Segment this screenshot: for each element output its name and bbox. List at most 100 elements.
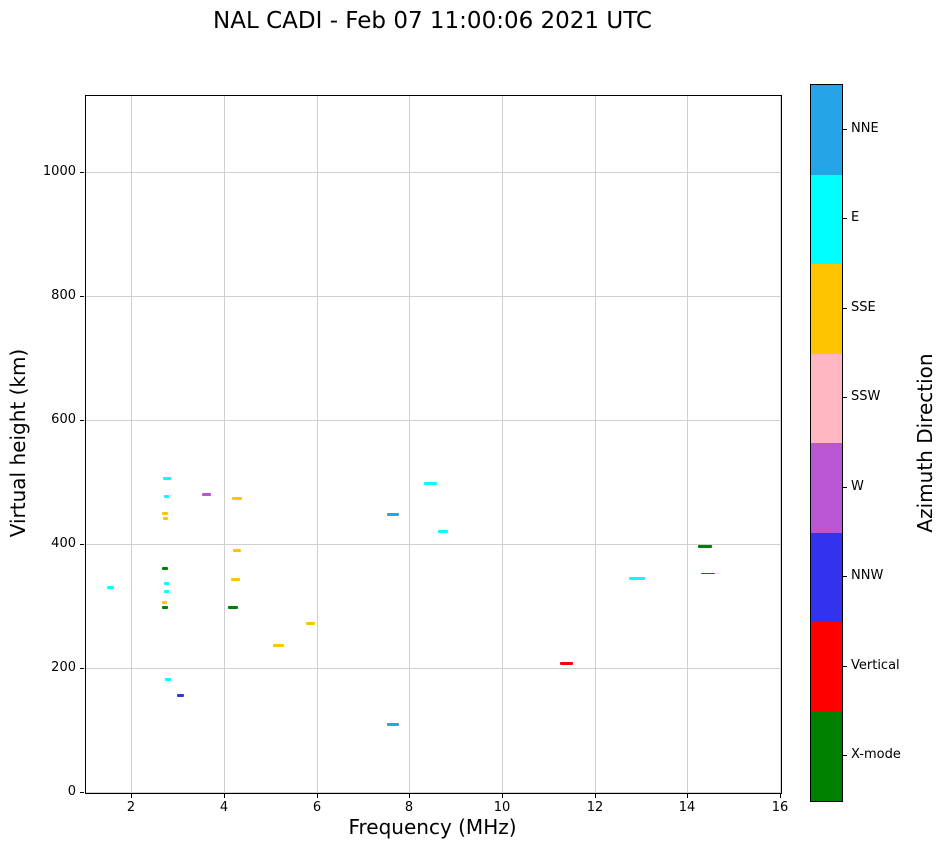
data-point [629,576,646,580]
data-point [272,643,284,647]
colorbar-tick-mark [843,487,847,488]
colorbar-tick-label: NNE [851,121,879,136]
data-point [162,567,169,571]
colorbar-tick-mark [843,308,847,309]
colorbar-segment-nne [811,85,842,175]
data-point [201,493,211,497]
colorbar-tick-label: Vertical [851,658,900,673]
x-tick-mark [595,794,596,798]
x-tick-label: 2 [126,800,136,815]
colorbar-tick-label: X-mode [851,747,901,762]
data-point [106,585,114,589]
x-tick-label: 16 [771,800,789,815]
y-tick-mark [80,420,84,421]
data-point [423,482,437,486]
data-point [305,621,315,625]
gridline-vertical [224,96,225,793]
gridline-horizontal [86,668,781,669]
colorbar-segment-vertical [811,622,842,712]
x-tick-label: 14 [678,800,696,815]
data-point [164,494,170,498]
colorbar-tick-label: SSE [851,300,876,315]
colorbar-tick-mark [843,666,847,667]
data-point [161,601,167,605]
x-tick-mark [502,794,503,798]
colorbar-tick-mark [843,755,847,756]
x-axis-label: Frequency (MHz) [348,815,517,839]
y-tick-mark [80,172,84,173]
data-point [162,606,169,610]
colorbar-tick-label: NNW [851,568,884,583]
y-tick-mark [80,296,84,297]
y-tick-label: 200 [51,660,76,675]
colorbar-segment-w [811,443,842,533]
colorbar-segment-ssw [811,353,842,443]
gridline-horizontal [86,296,781,297]
colorbar-segment-nnw [811,532,842,622]
x-tick-mark [409,794,410,798]
x-tick-label: 8 [404,800,414,815]
gridline-horizontal [86,792,781,793]
gridline-vertical [595,96,596,793]
data-point [177,693,185,697]
data-point [164,582,170,586]
data-point [697,544,712,548]
colorbar-segment-x-mode [811,711,842,801]
colorbar-tick-mark [843,397,847,398]
colorbar [810,84,843,802]
gridline-vertical [687,96,688,793]
y-tick-label: 1000 [42,164,76,179]
x-tick-label: 6 [312,800,322,815]
x-tick-mark [687,794,688,798]
data-point [162,517,168,521]
colorbar-segment-sse [811,264,842,354]
data-point [232,548,241,552]
colorbar-segment-e [811,174,842,264]
data-point [231,577,241,581]
colorbar-tick-mark [843,129,847,130]
gridline-horizontal [86,172,781,173]
gridline-horizontal [86,420,781,421]
data-point [438,530,449,534]
data-point [387,513,400,517]
y-tick-label: 400 [51,536,76,551]
chart-title: NAL CADI - Feb 07 11:00:06 2021 UTC [213,8,652,34]
gridline-vertical [409,96,410,793]
gridline-vertical [780,96,781,793]
x-tick-mark [131,794,132,798]
y-tick-mark [80,544,84,545]
gridline-vertical [131,96,132,793]
y-tick-mark [80,792,84,793]
x-tick-mark [317,794,318,798]
data-point [162,512,169,516]
colorbar-tick-mark [843,576,847,577]
colorbar-tick-label: E [851,210,860,225]
gridline-vertical [502,96,503,793]
data-point [560,662,574,666]
y-tick-mark [80,668,84,669]
y-tick-label: 0 [67,784,76,799]
gridline-vertical [317,96,318,793]
y-axis-label: Virtual height (km) [6,348,30,538]
plot-area [85,95,782,794]
x-tick-label: 12 [586,800,604,815]
data-point [164,678,171,682]
x-tick-label: 10 [493,800,511,815]
data-point [228,605,239,609]
x-tick-mark [224,794,225,798]
data-point [387,722,400,726]
colorbar-axis-label: Azimuth Direction [913,353,937,533]
y-tick-label: 800 [51,288,76,303]
gridline-horizontal [86,544,781,545]
colorbar-tick-mark [843,218,847,219]
data-point [231,497,242,501]
data-point [701,573,716,575]
colorbar-tick-label: SSW [851,389,881,404]
colorbar-tick-label: W [851,479,864,494]
y-tick-label: 600 [51,412,76,427]
x-tick-mark [780,794,781,798]
x-tick-label: 4 [219,800,229,815]
data-point [164,589,170,593]
data-point [163,477,171,481]
